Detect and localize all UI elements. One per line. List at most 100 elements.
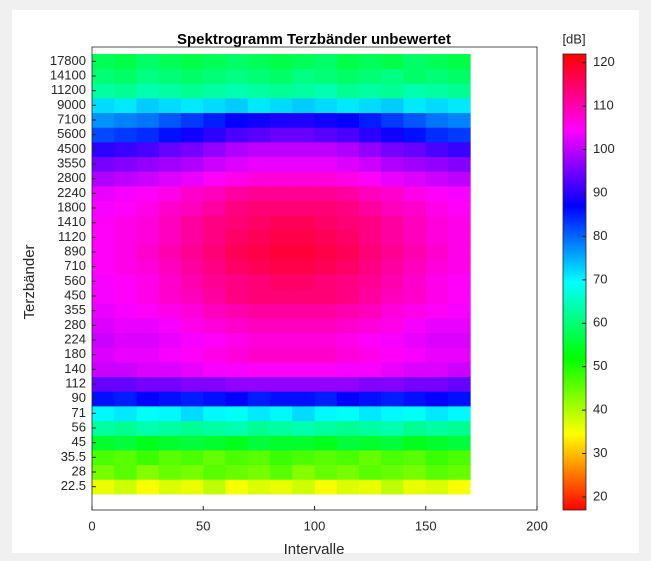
heat-cell [270,391,293,407]
heat-cell [314,362,338,378]
heat-cell [314,259,338,275]
heat-cell [403,303,427,319]
heat-cell [381,259,404,275]
heat-cell [114,68,137,84]
heat-cell [359,391,382,407]
heat-cell [114,98,137,114]
heat-cell [292,464,315,480]
heat-cell [181,420,204,436]
heat-cell [381,244,404,260]
heat-cell [403,83,427,99]
heat-cell [181,186,204,202]
heat-cell [270,332,293,348]
heat-cell [448,435,471,451]
heat-cell [203,376,226,392]
heat-cell [136,200,160,216]
y-tick-label: 224 [64,331,86,346]
heat-cell [158,362,182,378]
y-tick-label: 890 [64,243,86,258]
heat-cell [336,274,360,290]
heat-cell [336,127,360,143]
heat-cell [92,376,115,392]
heat-cell [92,171,115,187]
heat-cell [336,142,360,158]
y-tick-label: 90 [72,390,86,405]
heat-cell [92,420,115,436]
heat-cell [203,274,226,290]
heat-cell [181,259,204,275]
heat-cell [181,98,204,114]
y-tick-label: 1410 [57,214,86,229]
heat-cell [336,376,360,392]
heat-cell [292,186,315,202]
y-tick-label: 7100 [57,111,86,126]
heat-cell [359,215,382,231]
heat-cell [314,391,338,407]
heat-cell [92,68,115,84]
heat-cell [247,318,271,334]
heat-cell [403,347,427,363]
heat-cell [448,362,471,378]
heat-cell [425,230,449,246]
heat-cell [425,259,449,275]
y-tick-label: 71 [72,405,86,420]
heat-cell [158,347,182,363]
heat-cell [359,112,382,128]
heat-cell [425,406,449,422]
heat-cell [92,244,115,260]
heat-cell [136,142,160,158]
heat-cell [181,450,204,466]
heat-cell [114,288,137,304]
heat-cell [425,362,449,378]
heat-cell [203,318,226,334]
colorbar-tick-label: 60 [593,315,607,330]
heat-cell [448,171,471,187]
heat-cell [381,303,404,319]
heat-cell [314,450,338,466]
heat-cell [448,303,471,319]
heat-cell [425,200,449,216]
heat-cell [181,171,204,187]
heat-cell [92,288,115,304]
heat-cell [425,215,449,231]
heat-cell [92,259,115,275]
heat-cell [92,464,115,480]
y-tick-label: 112 [65,375,86,390]
heat-cell [448,391,471,407]
heat-cell [114,244,137,260]
heat-cell [381,142,404,158]
y-tick-label: 35.5 [61,449,86,464]
y-tick-label: 22.5 [61,478,86,493]
heat-cell [136,230,160,246]
heat-cell [425,112,449,128]
heat-cell [114,171,137,187]
heat-cell [158,274,182,290]
heat-cell [158,376,182,392]
heat-cell [114,259,137,275]
heat-cell [314,376,338,392]
heat-cell [336,406,360,422]
heat-cell [381,98,404,114]
heat-cell [336,288,360,304]
heat-cell [247,156,271,172]
heat-cell [181,230,204,246]
heat-cell [203,435,226,451]
heat-cell [448,83,471,99]
heat-cell [448,54,471,70]
heat-cell [314,112,338,128]
heat-cell [381,332,404,348]
heat-cell [359,171,382,187]
heat-cell [158,420,182,436]
heat-cell [336,347,360,363]
heat-cell [225,142,249,158]
heat-cell [158,54,182,70]
y-tick-label: 1120 [58,229,86,244]
heat-cell [92,54,115,70]
y-tick-label: 28 [72,463,86,478]
heat-cell [181,83,204,99]
heat-cell [425,54,449,70]
y-tick-label: 1800 [57,199,86,214]
heat-cell [247,420,271,436]
heat-cell [92,274,115,290]
heat-cell [403,244,427,260]
